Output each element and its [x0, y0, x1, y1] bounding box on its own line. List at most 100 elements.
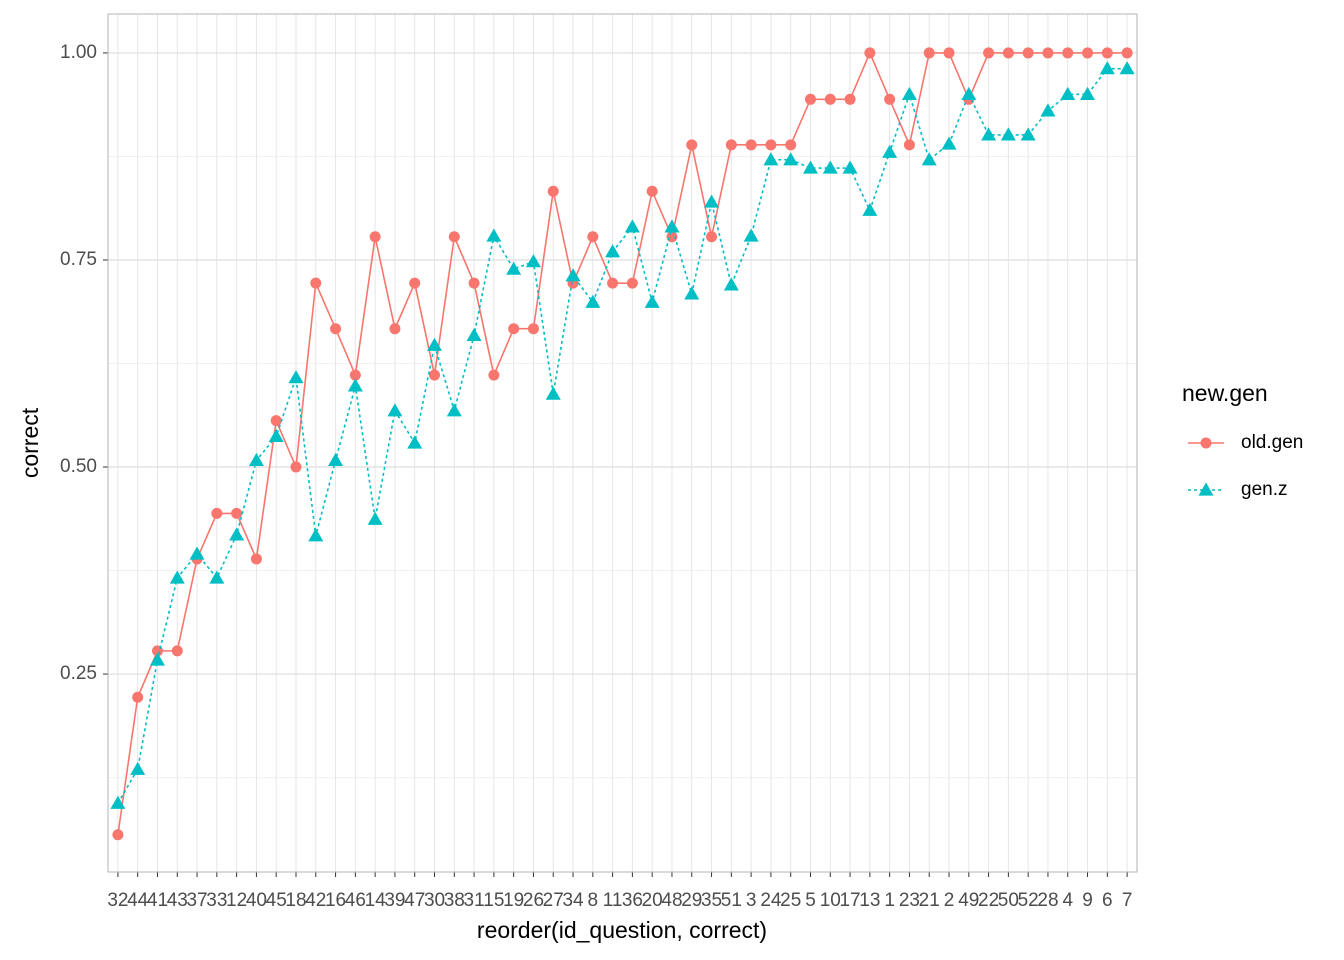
- point: [745, 139, 757, 151]
- x-tick-label: 11: [603, 890, 623, 911]
- point: [763, 152, 779, 166]
- x-tick-label: 7: [1122, 890, 1133, 911]
- point: [844, 93, 856, 105]
- point: [862, 202, 878, 216]
- point: [686, 139, 698, 151]
- x-tick-label: 28: [1037, 890, 1058, 911]
- point: [664, 219, 680, 233]
- x-tick-label: 37: [186, 890, 207, 911]
- point: [1002, 47, 1014, 59]
- x-tick-label: 46: [345, 890, 366, 911]
- point: [310, 277, 322, 289]
- x-tick-label: 14: [365, 890, 387, 911]
- point: [1121, 47, 1133, 59]
- point: [387, 403, 403, 417]
- x-tick-label: 2: [944, 890, 955, 911]
- point: [725, 139, 737, 151]
- point: [981, 127, 997, 141]
- x-tick-label: 10: [820, 890, 841, 911]
- y-tick-label: 0.50: [60, 456, 97, 477]
- point: [231, 507, 243, 519]
- point: [1060, 86, 1076, 100]
- x-tick-label: 41: [147, 890, 168, 911]
- point: [1000, 127, 1016, 141]
- point: [607, 277, 619, 289]
- point: [921, 152, 937, 166]
- point: [488, 369, 500, 381]
- legend-key-marker: [1198, 482, 1214, 496]
- x-tick-label: 15: [483, 890, 504, 911]
- point: [189, 546, 205, 560]
- x-tick-label: 32: [107, 890, 128, 911]
- point: [704, 194, 720, 208]
- x-tick-label: 49: [958, 890, 979, 911]
- point: [525, 254, 541, 268]
- point: [983, 47, 995, 59]
- point: [369, 231, 381, 243]
- y-tick-label: 0.25: [60, 663, 97, 684]
- x-tick-label: 40: [246, 890, 267, 911]
- point: [209, 570, 225, 584]
- x-tick-label: 29: [681, 890, 702, 911]
- point: [288, 370, 304, 384]
- x-tick-label: 35: [701, 890, 722, 911]
- point: [783, 152, 799, 166]
- point: [407, 435, 423, 449]
- point: [229, 527, 245, 541]
- point: [250, 553, 262, 565]
- x-tick-label: 26: [523, 890, 544, 911]
- point: [884, 93, 896, 105]
- point: [427, 337, 443, 351]
- x-tick-label: 44: [127, 890, 149, 911]
- point: [706, 231, 718, 243]
- point: [941, 136, 957, 150]
- point: [961, 86, 977, 100]
- point: [545, 386, 561, 400]
- point: [270, 415, 282, 427]
- x-tick-label: 38: [444, 890, 465, 911]
- point: [112, 829, 124, 841]
- point: [211, 507, 223, 519]
- point: [644, 294, 660, 308]
- point: [349, 369, 361, 381]
- point: [308, 528, 324, 542]
- point: [684, 286, 700, 300]
- x-tick-label: 45: [266, 890, 287, 911]
- point: [409, 277, 421, 289]
- x-tick-label: 12: [226, 890, 247, 911]
- point: [328, 452, 344, 467]
- x-tick-label: 52: [1018, 890, 1039, 911]
- point: [842, 160, 858, 174]
- point: [149, 652, 165, 666]
- point: [169, 570, 185, 584]
- x-tick-label: 30: [424, 890, 445, 911]
- legend-title: new.gen: [1182, 380, 1268, 406]
- x-tick-label: 16: [325, 890, 346, 911]
- panel-border: [107, 13, 1138, 873]
- x-tick-label: 48: [661, 890, 682, 911]
- grid: [108, 14, 1137, 872]
- x-axis-title: reorder(id_question, correct): [477, 917, 767, 943]
- point: [367, 511, 383, 525]
- point: [624, 219, 640, 233]
- x-tick-label: 31: [464, 890, 485, 911]
- point: [1082, 47, 1094, 59]
- point: [587, 231, 599, 243]
- series-line: [117, 50, 1128, 835]
- y-tick-label: 0.75: [60, 249, 97, 270]
- point: [565, 268, 581, 282]
- x-tick-label: 17: [839, 890, 860, 911]
- x-tick-label: 22: [978, 890, 999, 911]
- point: [923, 47, 935, 59]
- point: [448, 231, 460, 243]
- x-tick-label: 34: [562, 890, 584, 911]
- point: [527, 323, 539, 335]
- x-tick-label: 27: [543, 890, 564, 911]
- point: [1040, 103, 1056, 117]
- point: [1022, 47, 1034, 59]
- point: [943, 47, 955, 59]
- x-tick-label: 13: [859, 890, 880, 911]
- point: [1101, 47, 1113, 59]
- x-tick-label: 23: [899, 890, 920, 911]
